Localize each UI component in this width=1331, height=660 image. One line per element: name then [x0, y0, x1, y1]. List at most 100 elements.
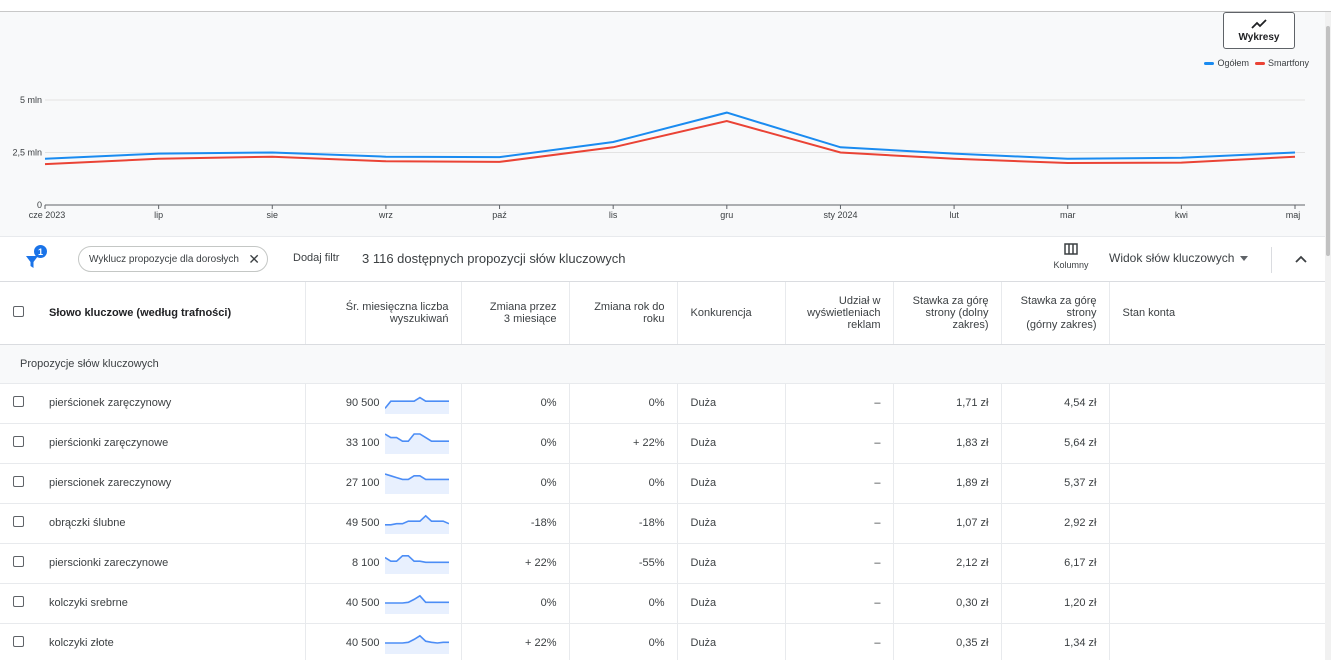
charts-button[interactable]: Wykresy — [1223, 12, 1295, 49]
change-3m-cell: 0% — [460, 423, 569, 464]
filter-button[interactable]: 1 — [24, 245, 47, 271]
table-row[interactable]: pierscionek zareczynowy 27 100 0% 0% Duża –1,… — [0, 463, 1325, 504]
row-checkbox-cell — [0, 503, 36, 544]
keyword-cell[interactable]: obrączki ślubne — [36, 503, 305, 544]
header-avg-searches-line2: wyszukiwań — [389, 312, 449, 325]
competition-cell: Duża — [676, 383, 785, 424]
filter-bar: 1 Wyklucz propozycje dla dorosłych ✕ Dod… — [0, 236, 1325, 282]
legend-item-total: Ogółem — [1204, 58, 1249, 68]
avg-searches-cell: 90 500 — [304, 383, 461, 424]
filter-chip-label: Wyklucz propozycje dla dorosłych — [89, 253, 239, 265]
change-yoy-cell: + 22% — [568, 423, 677, 464]
trend-sparkline[interactable] — [384, 632, 449, 654]
header-impression-share[interactable]: Udział w wyświetleniach reklam — [784, 282, 893, 345]
row-checkbox-cell — [0, 623, 36, 660]
table-row[interactable]: pierscionki zareczynowe 8 100 + 22% -55% Duż… — [0, 543, 1325, 584]
filter-funnel-icon — [26, 256, 38, 268]
trend-sparkline[interactable] — [384, 592, 449, 614]
header-change-yoy-line2: roku — [643, 312, 665, 325]
scrollbar-thumb[interactable] — [1326, 26, 1330, 256]
chart-legend: Ogółem Smartfony — [1204, 58, 1309, 68]
avg-searches-value: 27 100 — [345, 477, 380, 489]
keyword-cell[interactable]: pierscionek zareczynowy — [36, 463, 305, 504]
bid-low-cell: 1,71 zł — [892, 383, 1001, 424]
filter-chip-exclude-adult[interactable]: Wyklucz propozycje dla dorosłych ✕ — [78, 246, 268, 272]
table-row[interactable]: pierścionek zaręczynowy 90 500 0% 0% Duża –1,… — [0, 383, 1325, 424]
header-avg-searches-line1: Śr. miesięczna liczba — [345, 300, 449, 313]
row-checkbox[interactable] — [12, 436, 24, 447]
table-row[interactable]: obrączki ślubne 49 500 -18% -18% Duża –1,07 z… — [0, 503, 1325, 544]
header-avg-searches[interactable]: Śr. miesięczna liczba wyszukiwań — [304, 282, 461, 345]
keyword-cell[interactable]: pierscionki zareczynowe — [36, 543, 305, 584]
bid-low-cell: 1,89 zł — [892, 463, 1001, 504]
x-tick-label: gru — [720, 210, 733, 220]
trend-sparkline[interactable] — [384, 432, 449, 454]
table-row[interactable]: kolczyki srebrne 40 500 0% 0% Duża –0,30 zł 1,… — [0, 583, 1325, 624]
bid-low-cell: 0,30 zł — [892, 583, 1001, 624]
bid-high-cell: 5,64 zł — [1000, 423, 1109, 464]
account-status-cell — [1108, 423, 1325, 464]
change-yoy-cell: 0% — [568, 383, 677, 424]
avg-searches-value: 40 500 — [345, 637, 380, 649]
row-checkbox[interactable] — [12, 556, 24, 567]
table-row[interactable]: pierścionki zaręczynowe 33 100 0% + 22% Duża… — [0, 423, 1325, 464]
impression-share-cell: – — [784, 423, 893, 464]
change-3m-cell: 0% — [460, 583, 569, 624]
add-filter-button[interactable]: Dodaj filtr — [293, 252, 340, 264]
columns-button[interactable]: Kolumny — [1048, 243, 1094, 279]
account-status-cell — [1108, 583, 1325, 624]
change-yoy-cell: 0% — [568, 463, 677, 504]
available-keywords-count: 3 116 dostępnych propozycji słów kluczow… — [362, 251, 626, 266]
trend-sparkline[interactable] — [384, 512, 449, 534]
avg-searches-value: 49 500 — [345, 517, 380, 529]
avg-searches-cell: 40 500 — [304, 623, 461, 660]
sparkline-area — [384, 434, 449, 454]
row-checkbox[interactable] — [12, 516, 24, 527]
x-tick-label: wrz — [378, 210, 393, 220]
trend-sparkline[interactable] — [384, 552, 449, 574]
change-3m-cell: + 22% — [460, 623, 569, 660]
row-checkbox-cell — [0, 543, 36, 584]
header-bid-low-line3: zakres) — [952, 318, 989, 331]
change-3m-cell: -18% — [460, 503, 569, 544]
row-checkbox[interactable] — [12, 396, 24, 407]
row-checkbox[interactable] — [12, 596, 24, 607]
keyword-view-dropdown[interactable]: Widok słów kluczowych — [1109, 251, 1249, 265]
avg-searches-cell: 27 100 — [304, 463, 461, 504]
header-bid-high[interactable]: Stawka za górę strony (górny zakres) — [1000, 282, 1109, 345]
header-competition[interactable]: Konkurencja — [676, 282, 785, 345]
competition-cell: Duża — [676, 463, 785, 504]
change-3m-cell: 0% — [460, 383, 569, 424]
bid-high-cell: 1,20 zł — [1000, 583, 1109, 624]
keyword-cell[interactable]: kolczyki srebrne — [36, 583, 305, 624]
impression-share-cell: – — [784, 503, 893, 544]
competition-cell: Duża — [676, 543, 785, 584]
sparkline-area — [384, 595, 449, 614]
header-change-yoy[interactable]: Zmiana rok do roku — [568, 282, 677, 345]
x-tick-label: mar — [1060, 210, 1076, 220]
trend-sparkline[interactable] — [384, 472, 449, 494]
keyword-cell[interactable]: pierścionek zaręczynowy — [36, 383, 305, 424]
close-icon[interactable]: ✕ — [248, 251, 260, 267]
keyword-cell[interactable]: pierścionki zaręczynowe — [36, 423, 305, 464]
select-all-checkbox[interactable] — [12, 305, 24, 317]
row-checkbox[interactable] — [12, 476, 24, 487]
header-change-3m[interactable]: Zmiana przez 3 miesiące — [460, 282, 569, 345]
x-tick-label: cze 2023 — [29, 210, 66, 220]
header-bid-low[interactable]: Stawka za górę strony (dolny zakres) — [892, 282, 1001, 345]
sparkline-line — [384, 433, 449, 442]
header-account-status[interactable]: Stan konta — [1108, 282, 1325, 345]
page-scrollbar[interactable] — [1325, 12, 1331, 660]
sparkline-line — [384, 594, 449, 604]
header-keyword[interactable]: Słowo kluczowe (według trafności) — [36, 282, 305, 345]
collapse-button[interactable] — [1292, 251, 1310, 269]
account-status-cell — [1108, 383, 1325, 424]
change-yoy-cell: 0% — [568, 623, 677, 660]
row-checkbox-cell — [0, 383, 36, 424]
sparkline-area — [384, 515, 449, 534]
table-row[interactable]: kolczyki złote 40 500 + 22% 0% Duża –0,35 zł 1… — [0, 623, 1325, 660]
row-checkbox[interactable] — [12, 636, 24, 647]
avg-searches-value: 40 500 — [345, 597, 380, 609]
trend-sparkline[interactable] — [384, 392, 449, 414]
keyword-cell[interactable]: kolczyki złote — [36, 623, 305, 660]
